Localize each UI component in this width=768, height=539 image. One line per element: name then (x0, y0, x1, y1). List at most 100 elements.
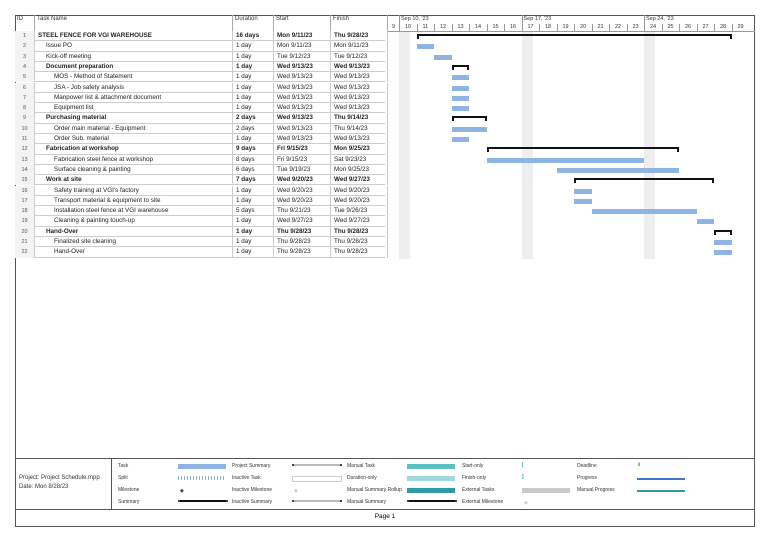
cell-start: Wed 9/20/23 (274, 175, 331, 186)
task-bar (451, 75, 469, 81)
table-row[interactable]: 11 Order Sub. material 1 day Wed 9/13/23 Wed… (15, 134, 388, 145)
legend-swatch-icon (522, 488, 570, 493)
cell-name: Fabrication at workshop (35, 144, 233, 155)
cell-duration: 1 day (233, 195, 274, 207)
table-row[interactable]: 7 Manpower list & attachment document 1 da… (15, 92, 388, 104)
day-label: 17 (527, 23, 534, 30)
table-row[interactable]: 8 Equipment list 1 day Wed 9/13/23 Wed 9/13/… (15, 103, 388, 114)
day-label: 15 (492, 23, 499, 30)
cell-duration: 1 day (233, 237, 274, 248)
legend-label: Milestone (118, 487, 140, 493)
gantt-chart: Sep 10, '23 Sep 17, '23 Sep 24, '23 9 10 11 12… (388, 15, 755, 259)
task-bar (416, 44, 434, 50)
cell-finish: Mon 9/25/23 (331, 164, 388, 176)
summary-bar (416, 34, 732, 39)
day-label: 29 (737, 23, 744, 30)
day-divider (731, 24, 733, 31)
legend-swatch-icon (292, 476, 342, 482)
cell-start: Tue 9/12/23 (274, 51, 331, 62)
legend-swatch-icon: ] (522, 474, 524, 480)
weekend-shade (521, 31, 533, 259)
table-row[interactable]: 13 Fabrication steel fence at workshop 8 d… (15, 154, 388, 165)
table-row[interactable]: 4 Document preparation 1 day Wed 9/13/23 Wed… (15, 61, 388, 73)
table-row[interactable]: 20 Hand-Over 1 day Thu 9/28/23 Thu 9/28/23 (15, 226, 388, 237)
table-row[interactable]: 14 Surface cleaning & painting 6 days Tue 9… (15, 164, 388, 176)
summary-bar (451, 116, 487, 122)
table-row[interactable]: 15 Work at site 7 days Wed 9/20/23 Wed 9/27/… (15, 175, 388, 186)
cell-finish: Wed 9/13/23 (331, 82, 388, 93)
table-row[interactable]: 17 Transport material & equipment to site… (15, 195, 388, 207)
legend-swatch-icon (178, 464, 226, 469)
task-bar (574, 198, 592, 204)
table-row[interactable]: 5 MOS - Method of Statement 1 day Wed 9/13/… (15, 72, 388, 83)
day-label: 14 (475, 23, 482, 30)
table-row[interactable]: 21 Finalized site cleaning 1 day Thu 9/28/2… (15, 237, 388, 248)
legend-label: Task (118, 463, 129, 469)
cell-id: 21 (15, 237, 35, 248)
table-row[interactable]: 18 Installation steel fence at VGI wareho… (15, 206, 388, 217)
weekend-shade (399, 31, 410, 259)
cell-duration: 1 day (233, 41, 274, 52)
task-bar (714, 240, 732, 245)
day-divider (434, 24, 435, 31)
cell-duration: 6 days (233, 164, 274, 176)
legend-label: Manual Summary (347, 499, 387, 505)
table-row[interactable]: 2 Issue PO 1 day Mon 9/11/23 Mon 9/11/23 (15, 41, 388, 52)
table-row[interactable]: 22 Hand-Over 1 day Thu 9/28/23 Thu 9/28/23 (15, 247, 388, 258)
cell-start: Wed 9/13/23 (274, 113, 331, 124)
cell-start: Thu 9/28/23 (274, 226, 331, 237)
legend-swatch-icon (407, 464, 455, 469)
day-divider (486, 24, 488, 31)
cell-duration: 8 days (233, 154, 274, 165)
week-divider (644, 15, 645, 31)
table-row[interactable]: 3 Kick-off meeting 1 day Tue 9/12/23 Tue 9/1… (15, 51, 388, 62)
legend-label: Deadline (577, 463, 597, 469)
cell-finish: Wed 9/13/23 (331, 72, 388, 83)
table-row[interactable]: 19 Cleaning & painting touch-up 1 day Wed 9… (15, 216, 388, 227)
cell-id: 12 (15, 144, 35, 155)
cell-name: Finalized site cleaning (35, 237, 233, 248)
legend-swatch-icon (407, 500, 457, 502)
legend-label: Summary (118, 499, 140, 505)
day-divider (521, 24, 523, 31)
legend-swatch-icon (292, 500, 342, 502)
cell-id: 17 (15, 195, 35, 207)
cell-name: Work at site (35, 175, 233, 186)
table-row[interactable]: 6 JSA - Job safety analysis 1 day Wed 9/13/… (15, 82, 388, 93)
legend-date: Date: Mon 8/28/23 (19, 484, 69, 490)
table-row[interactable]: 16 Safety training at VGI's factory 1 day W… (15, 185, 388, 196)
table-row[interactable]: 1 STEEL FENCE FOR VGI WAREHOUSE 16 days Mon… (15, 31, 388, 42)
page-frame (15, 15, 755, 527)
legend-swatch-icon (637, 490, 685, 492)
cell-name: Hand-Over (35, 247, 233, 258)
day-divider (626, 24, 628, 31)
cell-name: Safety training at VGI's factory (35, 185, 233, 196)
cell-id: 16 (15, 185, 35, 196)
legend-label: Start-only (462, 463, 484, 469)
table-row[interactable]: 10 Order main material - Equipment 2 days W… (15, 123, 388, 134)
cell-duration: 1 day (233, 61, 274, 73)
legend-label: Manual Task (347, 463, 375, 469)
cell-duration: 1 day (233, 216, 274, 227)
day-label: 24 (650, 23, 657, 30)
cell-duration: 1 day (233, 92, 274, 104)
task-bar (486, 157, 644, 163)
cell-finish: Thu 9/28/23 (331, 226, 388, 237)
day-divider (574, 24, 575, 31)
day-label: 16 (510, 23, 517, 30)
day-label: 23 (632, 23, 639, 30)
cell-start: Fri 9/15/23 (274, 154, 331, 165)
week-divider (399, 15, 400, 31)
summary-bar (451, 64, 469, 70)
task-bar (556, 167, 679, 173)
cell-duration: 7 days (233, 175, 274, 186)
table-row[interactable]: 9 Purchasing material 2 days Wed 9/13/23 Thu… (15, 113, 388, 124)
cell-finish: Tue 9/26/23 (331, 206, 388, 217)
cell-duration: 1 day (233, 134, 274, 145)
day-label: 13 (457, 23, 464, 30)
cell-start: Thu 9/28/23 (274, 237, 331, 248)
legend-label: Manual Summary Rollup (347, 487, 402, 493)
table-row[interactable]: 12 Fabrication at workshop 9 days Fri 9/15/… (15, 144, 388, 155)
cell-name: Fabrication steel fence at workshop (35, 154, 233, 165)
